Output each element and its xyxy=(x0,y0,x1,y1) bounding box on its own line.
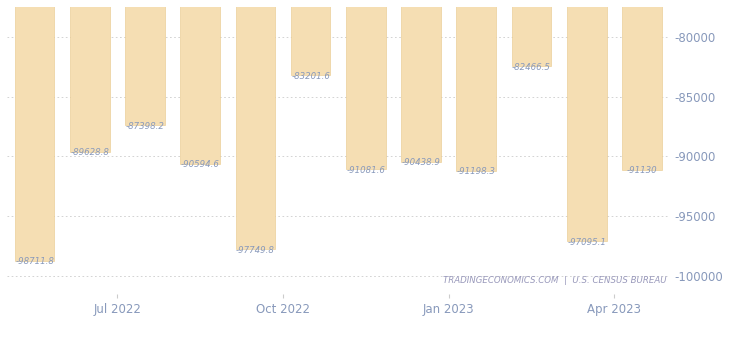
Text: -83201.6: -83201.6 xyxy=(291,71,330,81)
Text: -89628.8: -89628.8 xyxy=(70,149,110,157)
Bar xyxy=(125,0,165,125)
Text: -91081.6: -91081.6 xyxy=(346,166,385,175)
Text: TRADINGECONOMICS.COM  |  U.S. CENSUS BUREAU: TRADINGECONOMICS.COM | U.S. CENSUS BUREA… xyxy=(442,276,666,285)
Text: -90438.9: -90438.9 xyxy=(402,158,440,167)
Bar xyxy=(622,0,661,170)
Bar xyxy=(236,0,275,249)
Bar xyxy=(401,0,441,162)
Bar xyxy=(346,0,385,169)
Text: -90594.6: -90594.6 xyxy=(181,160,220,169)
Bar xyxy=(456,0,496,171)
Bar xyxy=(512,0,551,66)
Text: -87398.2: -87398.2 xyxy=(126,122,164,131)
Text: -91198.3: -91198.3 xyxy=(457,167,496,176)
Bar xyxy=(15,0,55,261)
Bar xyxy=(70,0,110,152)
Text: -97095.1: -97095.1 xyxy=(567,238,606,247)
Text: -91130: -91130 xyxy=(626,166,657,175)
Bar xyxy=(291,0,331,75)
Text: -82466.5: -82466.5 xyxy=(512,63,551,72)
Bar xyxy=(180,0,220,164)
Text: -98711.8: -98711.8 xyxy=(15,257,54,266)
Bar xyxy=(566,0,607,241)
Text: -97749.8: -97749.8 xyxy=(236,245,274,255)
